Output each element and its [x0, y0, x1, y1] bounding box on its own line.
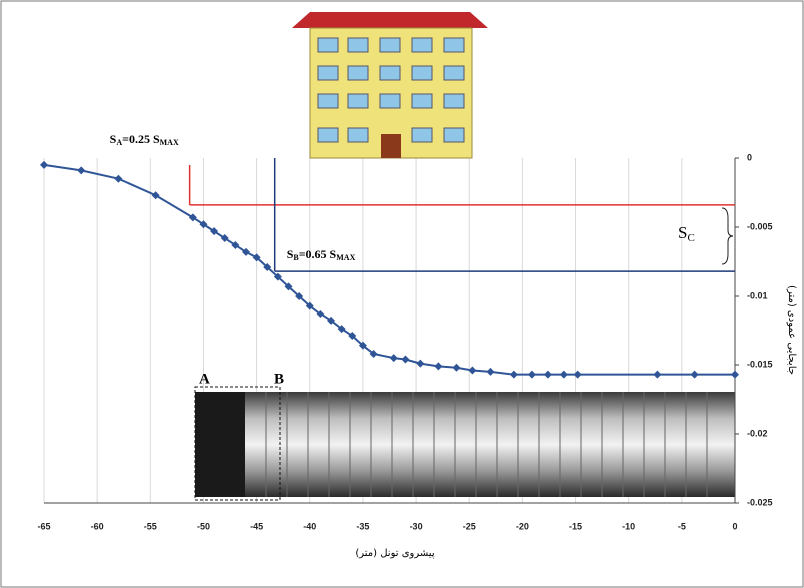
x-tick-label: -60: [91, 521, 104, 531]
x-axis-label: پیشروی تونل (متر): [355, 548, 434, 559]
x-tick-label: -10: [622, 521, 635, 531]
y-tick-label: -0.02: [747, 428, 768, 438]
annotation-part: MAX: [336, 253, 355, 262]
annotation-part: =0.25 S: [122, 132, 160, 146]
building: [292, 12, 488, 158]
x-tick-label: -45: [250, 521, 263, 531]
x-tick-label: -15: [569, 521, 582, 531]
x-tick-label: -5: [678, 521, 686, 531]
x-tick-label: -35: [356, 521, 369, 531]
y-axis-label: جابجایی عمودی (متر): [786, 285, 797, 375]
x-tick-label: -20: [516, 521, 529, 531]
x-tick-label: -65: [37, 521, 50, 531]
y-tick-label: 0: [747, 152, 752, 162]
sc-text: S: [678, 223, 687, 242]
annotation-part: =0.65 S: [299, 247, 337, 261]
x-tick-label: -50: [197, 521, 210, 531]
x-tick-label: -55: [144, 521, 157, 531]
sc-sub: C: [687, 232, 694, 244]
tunnel: [195, 387, 735, 500]
x-tick-label: -30: [410, 521, 423, 531]
annotation-part: MAX: [160, 138, 179, 147]
x-tick-label: -40: [303, 521, 316, 531]
x-tick-label: -25: [463, 521, 476, 531]
tunnel-label: B: [274, 371, 284, 387]
x-tick-label: 0: [732, 521, 737, 531]
y-tick-label: -0.01: [747, 290, 768, 300]
chart: A B SC پیشروی تونل (متر) جابجایی عمودی (…: [0, 0, 804, 588]
y-tick-label: -0.005: [747, 221, 773, 231]
y-tick-label: -0.015: [747, 359, 773, 369]
y-tick-label: -0.025: [747, 497, 773, 507]
tunnel-label: A: [199, 371, 210, 387]
